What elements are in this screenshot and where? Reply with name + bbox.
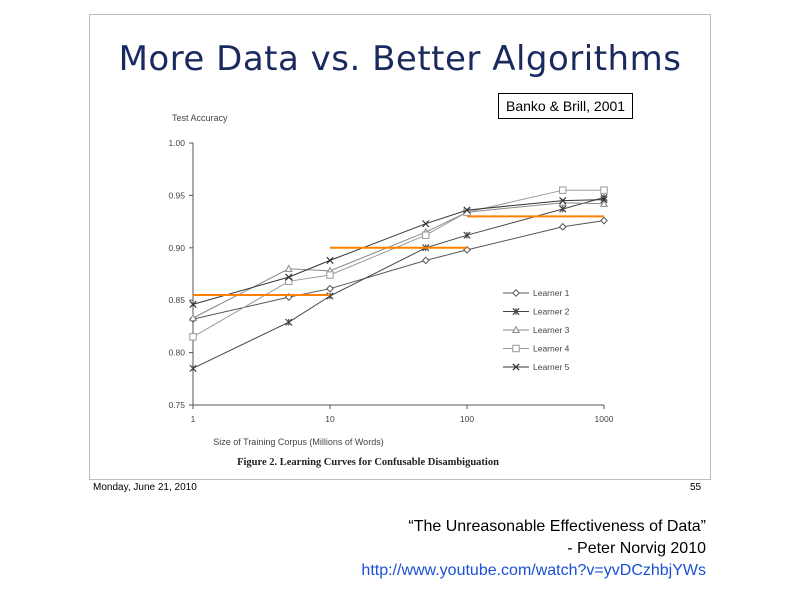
y-tick-label: 1.00 — [168, 138, 185, 148]
x-tick-label: 10 — [325, 414, 335, 424]
data-point — [422, 231, 430, 239]
legend-marker — [512, 363, 520, 371]
series-4 — [189, 186, 608, 341]
data-point — [189, 364, 197, 372]
data-point — [326, 256, 334, 265]
x-axis-title: Size of Training Corpus (Millions of Wor… — [213, 437, 383, 447]
data-point — [463, 206, 471, 214]
data-point — [600, 216, 608, 225]
figure-caption: Figure 2. Learning Curves for Confusable… — [237, 457, 499, 468]
data-point — [422, 220, 430, 228]
data-point — [559, 205, 567, 213]
legend-marker — [512, 289, 520, 297]
legend-label: Learner 1 — [533, 288, 570, 298]
series-line — [192, 220, 605, 320]
y-tick-label: 0.95 — [168, 190, 185, 200]
citation-box: Banko & Brill, 2001 — [498, 93, 634, 119]
x-tick-label: 1000 — [595, 414, 614, 424]
slide-frame: More Data vs. Better Algorithms 0.75 0.80… — [89, 14, 711, 480]
quote-author: - Peter Norvig 2010 — [567, 540, 706, 557]
data-point — [600, 186, 608, 194]
legend-label: Learner 5 — [533, 362, 570, 372]
legend-label: Learner 4 — [533, 344, 570, 354]
legend: Learner 1 Learner 2 Learner 3 Learner 4 Lear… — [503, 288, 570, 372]
quote-title: “The Unreasonable Effectiveness of Data” — [408, 518, 706, 535]
data-point — [463, 231, 471, 239]
series-5 — [189, 195, 608, 309]
y-axis-title: Test Accuracy — [172, 113, 228, 123]
slide-title: More Data vs. Better Algorithms — [118, 39, 682, 79]
legend-label: Learner 3 — [533, 325, 570, 335]
learning-curves-chart: 0.75 0.80 0.85 0.90 0.95 1.00 1 10 100 1000 Test A… — [168, 113, 614, 468]
page-number: 55 — [690, 482, 702, 493]
data-point — [463, 245, 471, 254]
y-tick-label: 0.85 — [168, 295, 185, 305]
data-point — [599, 199, 609, 207]
data-point — [326, 271, 334, 279]
data-point — [421, 256, 430, 265]
x-tick-label: 100 — [460, 414, 474, 424]
data-point — [189, 300, 197, 309]
footer-date: Monday, June 21, 2010 — [93, 482, 197, 493]
legend-label: Learner 2 — [533, 307, 570, 317]
data-point — [285, 273, 293, 281]
data-point — [285, 277, 293, 286]
legend-marker — [511, 325, 521, 334]
data-point — [285, 318, 293, 326]
data-point — [558, 222, 567, 231]
legend-marker — [512, 307, 520, 316]
data-point — [326, 284, 334, 293]
y-tick-label: 0.75 — [168, 400, 185, 410]
y-tick-label: 0.90 — [168, 243, 185, 253]
data-point — [559, 186, 567, 194]
data-point — [600, 195, 608, 204]
video-link[interactable]: http://www.youtube.com/watch?v=yvDCzhbjY… — [361, 562, 706, 579]
legend-marker — [512, 344, 520, 353]
x-tick-label: 1 — [191, 414, 196, 424]
y-tick-label: 0.80 — [168, 348, 185, 358]
data-point — [559, 197, 567, 205]
data-point — [188, 313, 198, 322]
data-point — [284, 264, 293, 272]
data-point — [326, 292, 334, 300]
quote-block: “The Unreasonable Effectiveness of Data”… — [361, 516, 706, 582]
data-point — [189, 333, 197, 341]
